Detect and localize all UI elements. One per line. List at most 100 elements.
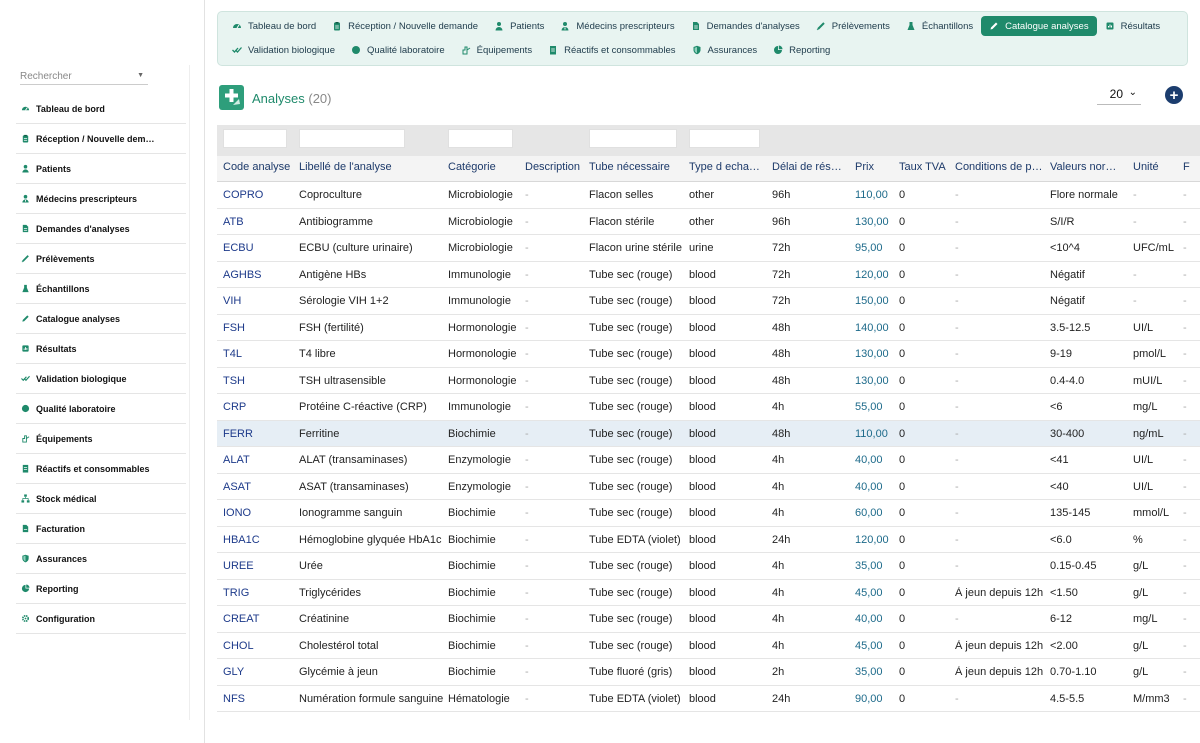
cell-code[interactable]: AGHBS (223, 269, 293, 281)
column-header-code[interactable]: Code analyse (223, 161, 293, 173)
sidebar-item-tableau-de-bord[interactable]: Tableau de bord (16, 94, 186, 124)
cell-description: - (525, 322, 585, 334)
column-header-description[interactable]: Description (525, 161, 585, 173)
cell-categorie: Immunologie (448, 295, 522, 307)
sidebar-item-patients[interactable]: Patients (16, 154, 186, 184)
sidebar-item-stock-medical[interactable]: Stock médical (16, 484, 186, 514)
table-row[interactable]: CHOL Cholestérol total Biochimie - Tube sec … (217, 633, 1200, 660)
nav-tab-patients[interactable]: Patients (486, 16, 552, 36)
sidebar-item-validation-biologique[interactable]: Validation biologique (16, 364, 186, 394)
cell-code[interactable]: CHOL (223, 640, 293, 652)
nav-tab-catalogue-analyses[interactable]: Catalogue analyses (981, 16, 1096, 36)
column-header-taux-tva[interactable]: Taux TVA (899, 161, 951, 173)
cell-code[interactable]: IONO (223, 507, 293, 519)
table-row[interactable]: T4L T4 libre Hormonologie - Tube sec (rouge)… (217, 341, 1200, 368)
column-header-categorie[interactable]: Catégorie (448, 161, 522, 173)
cell-code[interactable]: UREE (223, 560, 293, 572)
filter-code-input[interactable] (223, 129, 287, 148)
table-row[interactable]: COPRO Coproculture Microbiologie - Flacon se… (217, 182, 1200, 209)
table-row[interactable]: CRP Protéine C-réactive (CRP) Immunologie -… (217, 394, 1200, 421)
cell-code[interactable]: VIH (223, 295, 293, 307)
cell-code[interactable]: NFS (223, 693, 293, 705)
cell-categorie: Biochimie (448, 560, 522, 572)
nav-tab-reception-nouvelle-demande[interactable]: Réception / Nouvelle demande (324, 16, 486, 36)
cell-code[interactable]: TRIG (223, 587, 293, 599)
cell-code[interactable]: TSH (223, 375, 293, 387)
cell-code[interactable]: COPRO (223, 189, 293, 201)
column-header-libelle[interactable]: Libellé de l'analyse (299, 161, 445, 173)
filter-tube-input[interactable] (589, 129, 677, 148)
cell-code[interactable]: CREAT (223, 613, 293, 625)
cell-code[interactable]: ECBU (223, 242, 293, 254)
cell-code[interactable]: ATB (223, 216, 293, 228)
nav-tab-prelevements[interactable]: Prélèvements (808, 16, 898, 36)
table-row[interactable]: HBA1C Hémoglobine glyquée HbA1c Biochimie -… (217, 527, 1200, 554)
sidebar-item-configuration[interactable]: Configuration (16, 604, 186, 634)
table-row[interactable]: TRIG Triglycérides Biochimie - Tube sec (rou… (217, 580, 1200, 607)
column-header-tube[interactable]: Tube nécessaire (589, 161, 685, 173)
cell-libelle: Triglycérides (299, 587, 445, 599)
table-row[interactable]: CREAT Créatinine Biochimie - Tube sec (rouge… (217, 606, 1200, 633)
sidebar-item-resultats[interactable]: Résultats (16, 334, 186, 364)
column-header-extra[interactable]: F (1183, 161, 1200, 173)
table-row[interactable]: ASAT ASAT (transaminases) Enzymologie - Tube… (217, 474, 1200, 501)
table-row[interactable]: NFS Numération formule sanguine Hématologi… (217, 686, 1200, 713)
column-header-unite[interactable]: Unité (1133, 161, 1181, 173)
cell-code[interactable]: FSH (223, 322, 293, 334)
table-row[interactable]: VIH Sérologie VIH 1+2 Immunologie - Tube sec… (217, 288, 1200, 315)
sidebar-item-echantillons[interactable]: Échantillons (16, 274, 186, 304)
filter-type-input[interactable] (689, 129, 760, 148)
table-row[interactable]: ATB Antibiogramme Microbiologie - Flacon sté… (217, 209, 1200, 236)
nav-tab-validation-biologique[interactable]: Validation biologique (224, 40, 343, 60)
cell-code[interactable]: FERR (223, 428, 293, 440)
cell-code[interactable]: GLY (223, 666, 293, 678)
sidebar-item-reception-nouvelle-dem[interactable]: Réception / Nouvelle dem… (16, 124, 186, 154)
sidebar-item-equipements[interactable]: Équipements (16, 424, 186, 454)
add-analysis-button[interactable]: + (1165, 86, 1183, 104)
sidebar-item-demandes-d-analyses[interactable]: Demandes d'analyses (16, 214, 186, 244)
column-header-prix[interactable]: Prix (855, 161, 895, 173)
nav-tab-equipements[interactable]: Équipements (453, 40, 540, 60)
column-header-delai[interactable]: Délai de rés… (772, 161, 850, 173)
nav-tab-echantillons[interactable]: Échantillons (898, 16, 981, 36)
page-size-select[interactable]: 20 ⌄ (1097, 87, 1141, 105)
nav-tab-medecins-prescripteurs[interactable]: Médecins prescripteurs (552, 16, 682, 36)
sidebar-item-reactifs-et-consommables[interactable]: Réactifs et consommables (16, 454, 186, 484)
table-row[interactable]: IONO Ionogramme sanguin Biochimie - Tube sec… (217, 500, 1200, 527)
table-row[interactable]: ALAT ALAT (transaminases) Enzymologie - Tube… (217, 447, 1200, 474)
cell-description: - (525, 348, 585, 360)
nav-tab-reporting[interactable]: Reporting (765, 40, 838, 60)
cell-code[interactable]: CRP (223, 401, 293, 413)
sidebar-item-prelevements[interactable]: Prélèvements (16, 244, 186, 274)
filter-libelle-input[interactable] (299, 129, 405, 148)
nav-tab-resultats[interactable]: Résultats (1097, 16, 1169, 36)
nav-tab-assurances[interactable]: Assurances (684, 40, 766, 60)
cell-code[interactable]: ASAT (223, 481, 293, 493)
nav-tab-qualite-laboratoire[interactable]: Qualité laboratoire (343, 40, 453, 60)
table-row[interactable]: ECBU ECBU (culture urinaire) Microbiologie… (217, 235, 1200, 262)
table-row[interactable]: TSH TSH ultrasensible Hormonologie - Tube se… (217, 368, 1200, 395)
table-row[interactable]: GLY Glycémie à jeun Biochimie - Tube fluoré … (217, 659, 1200, 686)
filter-categorie-input[interactable] (448, 129, 513, 148)
sidebar-item-catalogue-analyses[interactable]: Catalogue analyses (16, 304, 186, 334)
column-header-valeurs-normales[interactable]: Valeurs nor… (1050, 161, 1130, 173)
sidebar-item-qualite-laboratoire[interactable]: Qualité laboratoire (16, 394, 186, 424)
cell-code[interactable]: ALAT (223, 454, 293, 466)
table-row[interactable]: AGHBS Antigène HBs Immunologie - Tube sec (r… (217, 262, 1200, 289)
column-header-type-echantillon[interactable]: Type d echa… (689, 161, 767, 173)
nav-tab-reactifs-et-consommables[interactable]: Réactifs et consommables (540, 40, 683, 60)
nav-tab-tableau-de-bord[interactable]: Tableau de bord (224, 16, 324, 36)
sidebar-item-reporting[interactable]: Reporting (16, 574, 186, 604)
sidebar-item-medecins-prescripteurs[interactable]: Médecins prescripteurs (16, 184, 186, 214)
table-row[interactable]: FERR Ferritine Biochimie - Tube sec (rouge) b… (217, 421, 1200, 448)
table-row[interactable]: FSH FSH (fertilité) Hormonologie - Tube sec … (217, 315, 1200, 342)
sitemap-icon (20, 494, 30, 504)
cell-code[interactable]: T4L (223, 348, 293, 360)
sidebar-search-select[interactable]: Rechercher ▼ (20, 67, 148, 85)
sidebar-item-assurances[interactable]: Assurances (16, 544, 186, 574)
sidebar-item-facturation[interactable]: Facturation (16, 514, 186, 544)
table-row[interactable]: UREE Urée Biochimie - Tube sec (rouge) blood 4… (217, 553, 1200, 580)
cell-code[interactable]: HBA1C (223, 534, 293, 546)
column-header-conditions[interactable]: Conditions de p… (955, 161, 1045, 173)
nav-tab-demandes-d-analyses[interactable]: Demandes d'analyses (683, 16, 808, 36)
